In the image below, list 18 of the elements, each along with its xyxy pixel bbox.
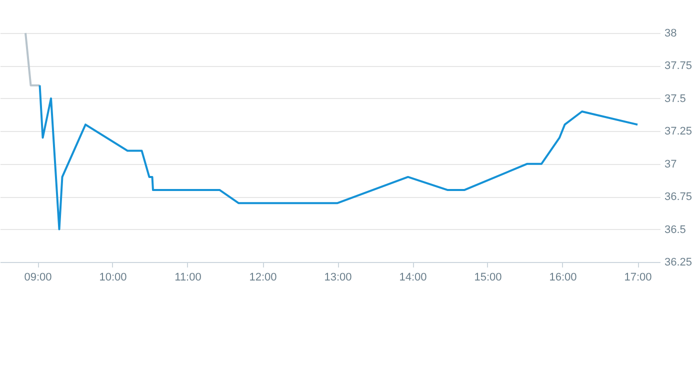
y-tick-label: 37 <box>664 158 677 170</box>
x-tick-label: 16:00 <box>549 272 577 284</box>
y-tick-label: 37.5 <box>664 92 686 105</box>
x-tick-label: 17:00 <box>624 272 652 284</box>
y-tick-label: 37.25 <box>664 126 692 138</box>
line-series <box>38 84 638 230</box>
x-tick-label: 14:00 <box>399 272 427 284</box>
x-tick-label: 12:00 <box>249 272 277 284</box>
y-tick-label: 36.25 <box>664 256 692 268</box>
x-tick-label: 11:00 <box>174 272 202 284</box>
y-tick-label: 38 <box>664 28 677 40</box>
y-tick-label: 37.75 <box>664 60 692 72</box>
x-tick-label: 13:00 <box>324 272 352 284</box>
y-tick-label: 36.75 <box>664 191 692 204</box>
x-tick-label: 15:00 <box>474 272 502 284</box>
x-tick-label: 10:00 <box>99 272 127 284</box>
y-tick-label: 36.5 <box>664 224 686 236</box>
x-tick-label: 09:00 <box>24 272 52 284</box>
